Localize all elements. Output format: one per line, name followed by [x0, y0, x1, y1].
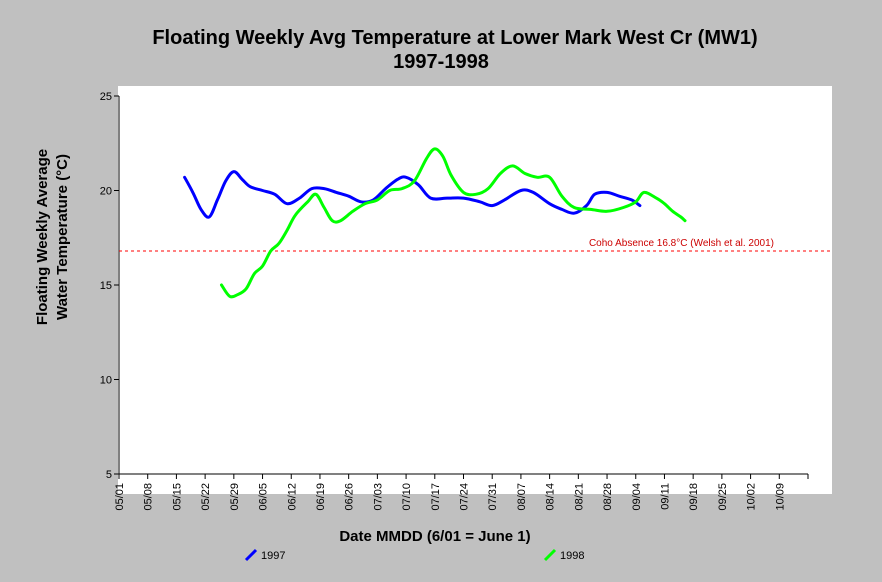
x-tick-label: 08/07 [516, 483, 528, 511]
x-tick-label: 06/12 [286, 483, 298, 511]
x-tick-label: 07/10 [401, 483, 413, 511]
x-tick-label: 08/21 [573, 483, 585, 511]
series-group [183, 147, 687, 299]
x-tick-label: 06/26 [344, 483, 356, 511]
x-tick-label: 05/22 [200, 483, 212, 511]
x-tick-label: 08/14 [545, 483, 557, 511]
series-line-1997 [183, 170, 642, 219]
legend-label-1998: 1998 [560, 550, 584, 562]
x-tick-label: 07/31 [487, 483, 499, 511]
x-tick-label: 05/29 [229, 483, 241, 511]
x-tick-label: 10/02 [746, 483, 758, 511]
x-tick-label: 09/25 [717, 483, 729, 511]
y-tick-label: 20 [100, 186, 112, 198]
x-tick-label: 07/17 [430, 483, 442, 511]
x-tick-label: 05/08 [143, 483, 155, 511]
legend-swatch-1998 [543, 548, 557, 562]
legend-label-1997: 1997 [261, 550, 285, 562]
y-tick-label: 5 [106, 469, 112, 481]
x-tick-label: 09/18 [688, 483, 700, 511]
x-tick-label: 06/05 [258, 483, 270, 511]
plot-area [118, 86, 832, 494]
x-tick-label: 09/04 [631, 483, 643, 511]
y-axis-label: Floating Weekly Average Water Temperatur… [34, 149, 71, 325]
y-axis-label-line1: Floating Weekly Average [34, 149, 51, 325]
chart-title: Floating Weekly Avg Temperature at Lower… [152, 27, 757, 49]
threshold-group: Coho Absence 16.8°C (Welsh et al. 2001) [119, 238, 832, 252]
series-line-1998 [220, 147, 687, 299]
axes: 5 10 15 20 25 05/01 05/08 05/15 05/22 05/29 06/05 0… [100, 91, 809, 511]
legend: 1997 1998 [244, 548, 584, 562]
x-tick-label: 07/03 [372, 483, 384, 511]
chart-subtitle: 1997-1998 [393, 51, 489, 73]
y-tick-label: 25 [100, 91, 112, 103]
threshold-label: Coho Absence 16.8°C (Welsh et al. 2001) [589, 238, 774, 249]
x-tick-label: 05/01 [114, 483, 126, 511]
y-tick-label: 15 [100, 280, 112, 292]
x-tick-label: 10/09 [774, 483, 786, 511]
x-tick-label: 06/19 [315, 483, 327, 511]
x-tick-label: 07/24 [459, 483, 471, 511]
x-tick-label: 09/11 [659, 483, 671, 510]
y-axis-label-line2: Water Temperature (°C) [54, 154, 71, 320]
x-tick-label: 05/15 [171, 483, 183, 511]
x-tick-label: 08/28 [602, 483, 614, 511]
y-tick-label: 10 [100, 375, 112, 387]
x-axis-label: Date MMDD (6/01 = June 1) [339, 528, 530, 545]
legend-swatch-1997 [244, 548, 258, 562]
